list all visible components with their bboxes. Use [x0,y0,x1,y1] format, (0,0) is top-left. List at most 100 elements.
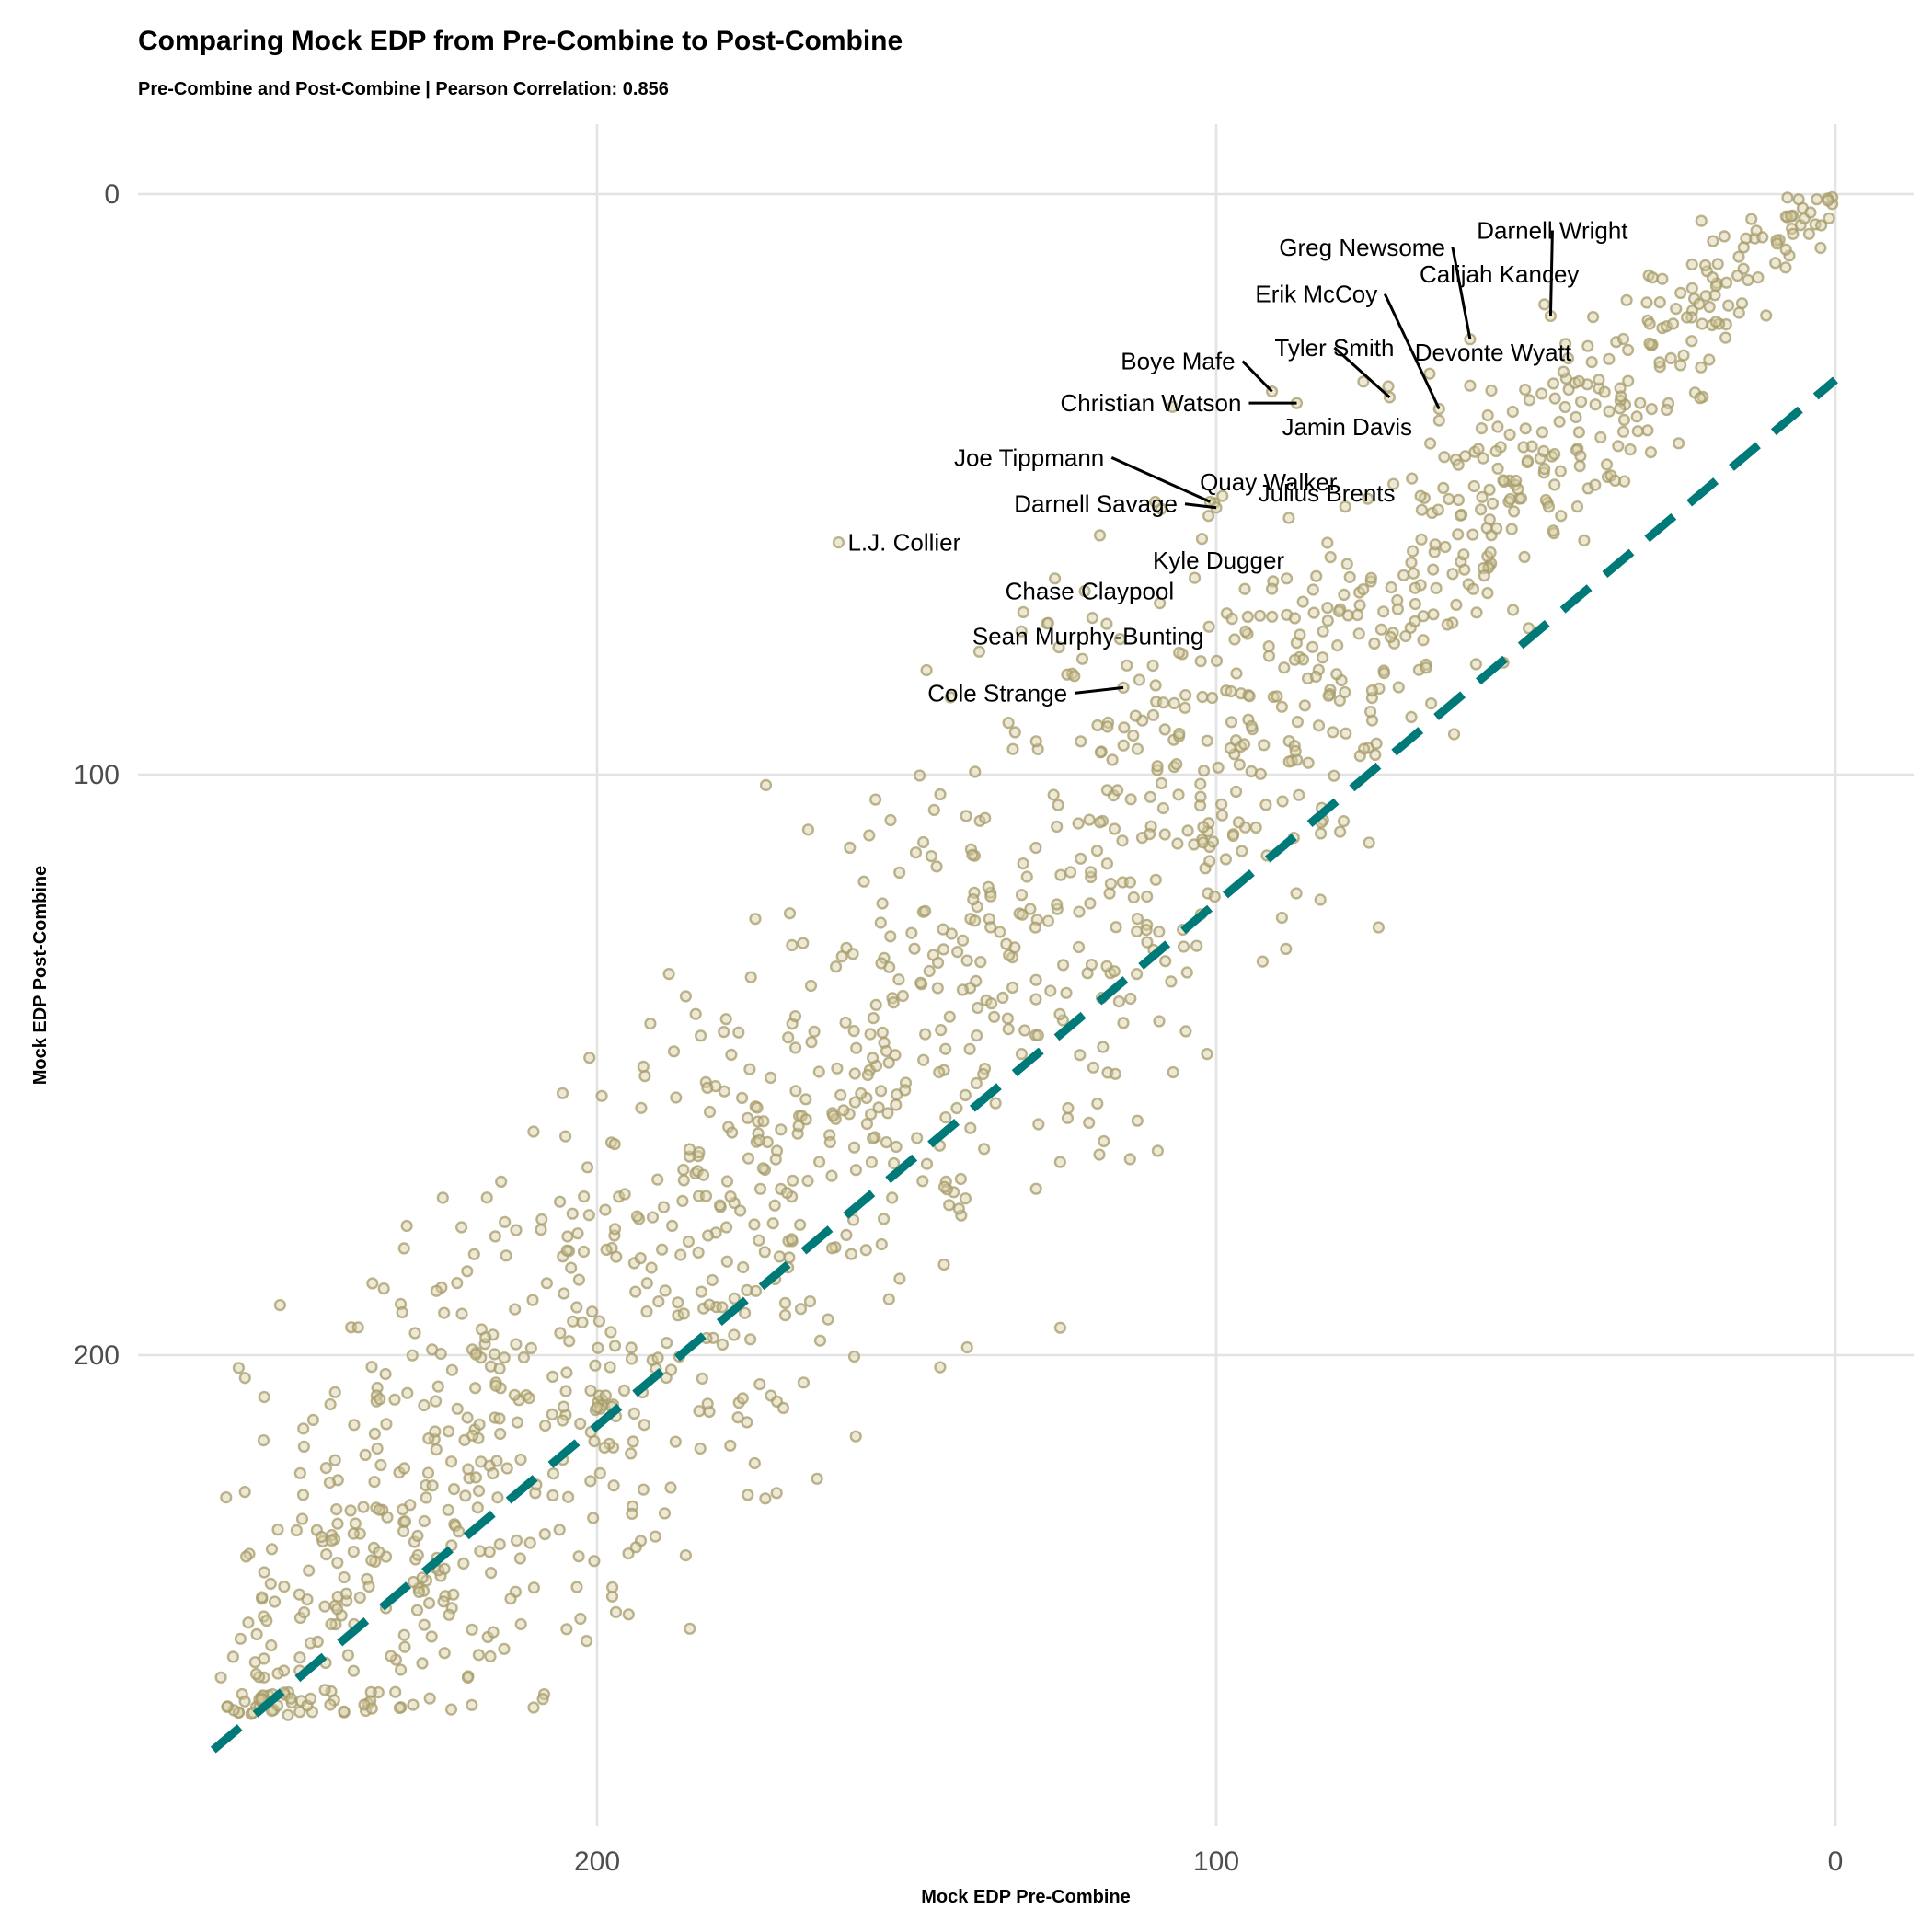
data-point [416,1571,429,1584]
data-point [457,1557,470,1570]
data-point [510,1338,523,1351]
data-point [996,991,1009,1005]
data-point [1140,924,1153,937]
data-point [416,1657,429,1670]
data-point [1510,474,1523,488]
data-point [557,1400,570,1413]
data-point [498,1351,511,1364]
data-point [406,1349,419,1362]
data-point [696,1168,710,1181]
data-point [683,1143,696,1156]
data-point [1685,335,1698,348]
data-point [876,897,889,910]
highlighted-point [1265,582,1279,595]
data-point [1324,550,1337,564]
data-point [1485,384,1498,397]
data-point [812,1065,825,1078]
data-point [825,1169,838,1182]
highlighted-point [1216,489,1229,502]
data-point [271,1667,284,1680]
data-point [1369,748,1382,762]
data-point [238,1372,251,1385]
data-point [1307,606,1320,619]
data-point [1680,311,1694,324]
data-point [1075,652,1089,665]
data-point [1280,572,1294,585]
data-point [430,1395,443,1408]
data-point [1424,696,1438,710]
data-point [847,1141,861,1154]
highlighted-point [1173,646,1186,660]
data-point [1179,1025,1192,1038]
data-point [362,1580,375,1593]
data-point [1000,937,1013,950]
data-point [365,1361,378,1374]
data-point [1173,727,1186,741]
data-point [1760,309,1773,322]
data-point [455,1221,468,1234]
data-point [1695,214,1708,227]
data-point [693,1405,706,1418]
data-point [634,1251,647,1265]
data-point [742,1489,754,1501]
data-point [1196,836,1210,849]
data-point [353,1591,366,1604]
data-point [834,1088,847,1101]
data-point [1072,817,1085,830]
data-point [1467,479,1480,493]
data-point [1202,620,1215,633]
player-label: Darnell Wright [1477,217,1628,245]
data-point [538,1527,551,1541]
data-point [1332,604,1346,618]
data-point [1653,356,1666,369]
data-point [483,1546,496,1558]
data-point [461,1265,474,1278]
data-point [1343,570,1356,583]
data-point [1044,984,1057,997]
data-point [728,1292,741,1305]
data-point [797,937,810,949]
data-point [1100,784,1114,797]
data-point [1553,415,1566,428]
data-point [937,1258,950,1271]
data-point [443,1425,455,1438]
data-point [1017,857,1029,870]
data-point [480,1191,493,1204]
data-point [493,1537,506,1551]
data-point [1203,855,1216,868]
data-point [748,1218,761,1231]
data-point [1538,463,1551,476]
data-point [1212,761,1225,774]
data-point [1225,684,1237,698]
data-point [610,1250,623,1263]
annotation-leader-line [1184,502,1217,510]
data-point [1391,603,1405,615]
data-point [984,921,997,934]
data-point [1075,735,1087,748]
data-point [1282,512,1295,524]
data-point [347,1527,360,1540]
data-point [1048,572,1062,585]
data-point [540,1277,554,1290]
data-point [1177,940,1190,953]
data-point [556,1087,569,1099]
data-point [893,1272,906,1285]
data-point [1201,734,1213,747]
data-point [1573,460,1586,473]
data-point [258,1566,270,1579]
data-point [445,1455,458,1468]
data-point [1181,824,1194,837]
annotation-leader-line [1548,230,1554,316]
highlighted-point [1464,379,1477,392]
data-point [1417,634,1430,647]
player-label: Joe Tippmann [954,443,1104,471]
data-point [875,1237,888,1251]
data-point [466,1429,479,1442]
x-tick-label: 0 [1828,1846,1844,1877]
data-point [389,1685,402,1698]
data-point [523,1391,535,1405]
data-point [969,914,982,927]
data-point [1084,866,1098,879]
highlighted-point [832,535,845,549]
data-point [682,1235,696,1248]
